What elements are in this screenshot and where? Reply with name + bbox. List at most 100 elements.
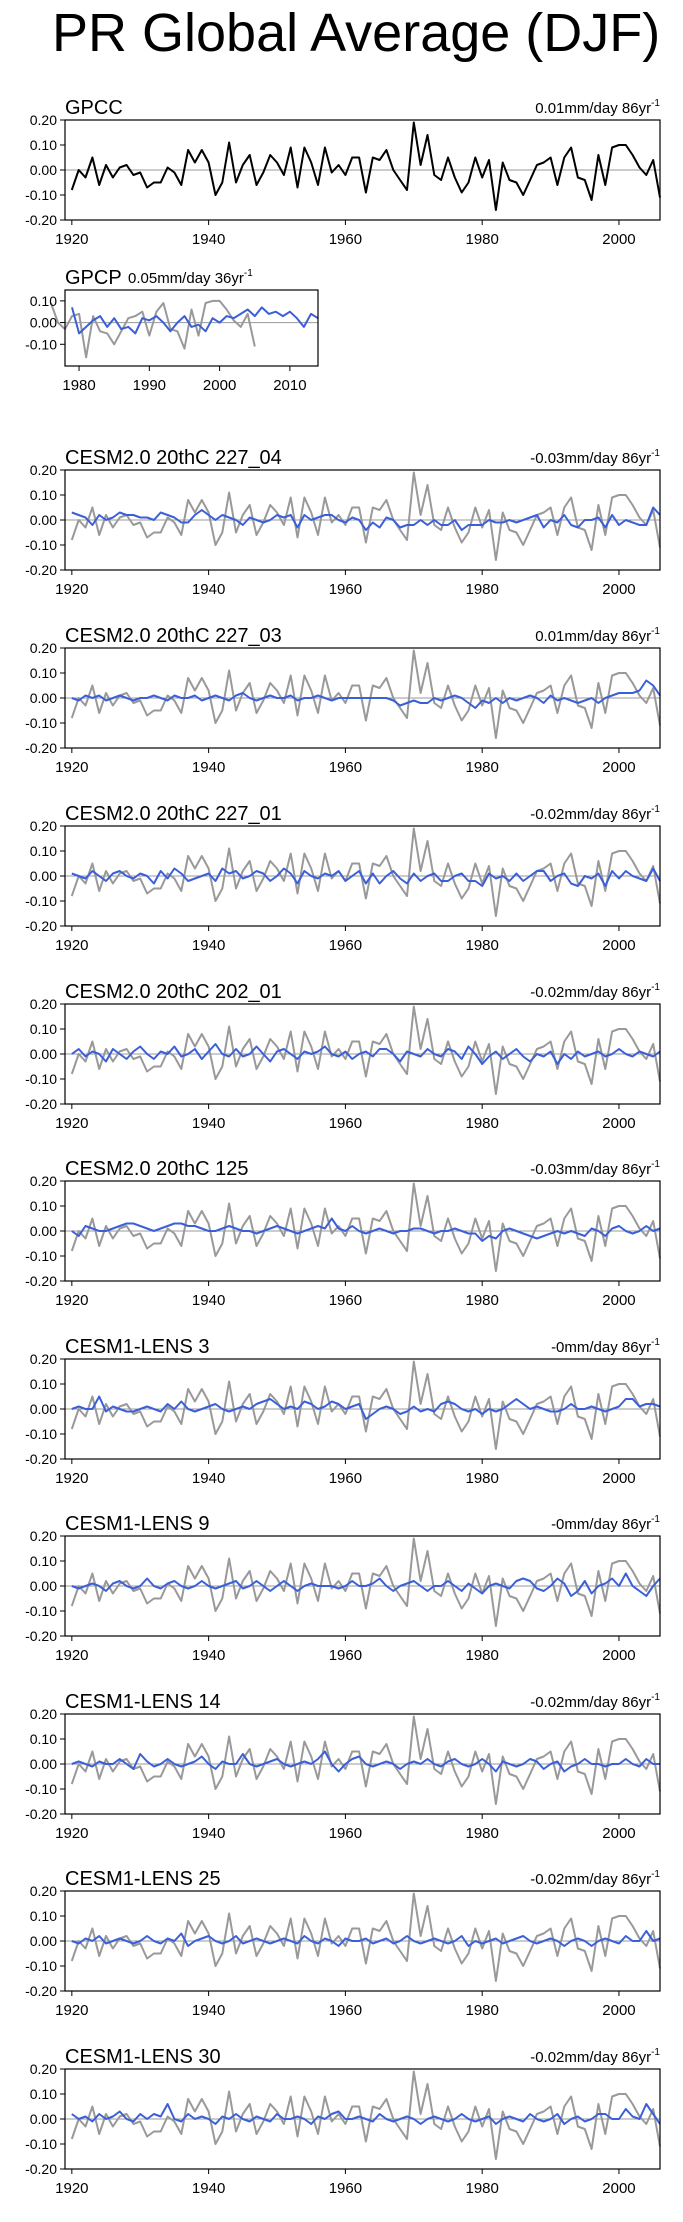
y-tick-label: 0.20 [30,2061,57,2077]
y-tick-label: -0.20 [25,1806,57,1822]
x-tick-label: 2000 [602,231,635,248]
trend-label: -0.02mm/day 86yr-1 [530,804,660,823]
y-tick-label: -0.20 [25,1628,57,1644]
series-line-cesm1-lens-3 [71,1395,661,1420]
x-tick-label: 1960 [329,759,362,776]
gpcc-reference-line [70,1892,661,1982]
x-tick-label: 1960 [329,581,362,598]
y-tick-label: 0.10 [30,1553,57,1569]
x-tick-label: 1960 [329,231,362,248]
y-tick-label: 0.00 [30,1933,57,1949]
trend-label: -0mm/day 86yr-1 [551,1337,660,1356]
chart-panel-lens-9: CESM1-LENS 9 -0mm/day 86yr-1 -0.20 -0.10 0.0… [25,1513,661,1664]
trend-label-exponent: -1 [651,1692,660,1703]
trend-label: -0mm/day 86yr-1 [551,1514,660,1533]
y-tick-label: 0.20 [30,1528,57,1544]
y-tick-label: 0.00 [30,1578,57,1594]
x-tick-label: 1980 [465,581,498,598]
y-tick-label: 0.00 [30,512,57,528]
y-tick-label: 0.20 [30,1173,57,1189]
y-tick-label: -0.10 [25,893,57,909]
x-tick-label: 1980 [465,1825,498,1842]
x-tick-label: 1980 [465,759,498,776]
series-line-cesm1-lens-25 [71,1930,661,1947]
x-tick-label: 1920 [55,581,88,598]
y-tick-label: -0.10 [25,1426,57,1442]
y-tick-label: 0.00 [30,1223,57,1239]
x-tick-label: 1940 [192,1292,225,1309]
y-tick-label: -0.10 [25,336,57,352]
y-tick-label: -0.20 [25,2161,57,2177]
series-line-cesm1-lens-30 [71,2103,661,2125]
y-tick-label: 0.10 [30,1908,57,1924]
trend-label: -0.02mm/day 86yr-1 [530,1869,660,1888]
trend-label: 0.01mm/day 86yr-1 [535,626,660,645]
chart-title: CESM1-LENS 30 [65,2046,221,2068]
trend-label: 0.01mm/day 86yr-1 [535,98,660,117]
chart-title: GPCC [65,97,123,119]
series-line-cesm2-0-20thc-227-03 [71,679,661,709]
trend-label-exponent: -1 [651,804,660,815]
x-tick-label: 1960 [329,1647,362,1664]
y-tick-label: 0.20 [30,996,57,1012]
y-tick-label: -0.20 [25,562,57,578]
trend-label-exponent: -1 [651,448,660,459]
y-tick-label: -0.10 [25,187,57,203]
y-tick-label: -0.10 [25,1071,57,1087]
x-tick-label: 1940 [192,937,225,954]
x-tick-label: 1940 [192,1470,225,1487]
series-line-cesm2-0-20thc-227-04 [71,506,661,531]
chart-panel-gpcc: GPCC 0.01mm/day 86yr-1 -0.20 -0.10 0.00 0.10 0… [25,97,661,248]
y-tick-label: 0.00 [30,1046,57,1062]
x-tick-label: 2000 [602,937,635,954]
x-tick-label: 1960 [329,2180,362,2197]
x-tick-label: 2010 [273,377,306,394]
gpcc-reference-line [70,1537,661,1627]
x-tick-label: 1920 [55,759,88,776]
x-tick-label: 1980 [465,937,498,954]
y-tick-label: -0.20 [25,212,57,228]
x-tick-label: 1980 [465,1292,498,1309]
y-tick-label: -0.10 [25,537,57,553]
x-tick-label: 2000 [602,1470,635,1487]
y-tick-label: 0.10 [30,1376,57,1392]
gpcc-reference-line [70,1360,661,1450]
y-tick-label: 0.20 [30,1706,57,1722]
series-line-cesm2-0-20thc-227-01 [71,867,661,887]
x-tick-label: 1960 [329,937,362,954]
chart-title: GPCP [65,267,122,289]
trend-label-exponent: -1 [651,2047,660,2058]
x-tick-label: 1960 [329,1825,362,1842]
x-tick-label: 1960 [329,1292,362,1309]
y-tick-label: 0.00 [30,315,57,331]
y-tick-label: -0.20 [25,918,57,934]
x-tick-label: 2000 [602,1115,635,1132]
series-line-gpcc [70,121,661,211]
y-tick-label: -0.20 [25,1983,57,1999]
chart-title: CESM2.0 20thC 227_04 [65,447,282,469]
y-tick-label: -0.20 [25,740,57,756]
y-tick-label: 0.00 [30,2111,57,2127]
chart-panel-cesm2-227_01: CESM2.0 20thC 227_01 -0.02mm/day 86yr-1 -0… [25,803,661,954]
chart-panel-cesm2-227_03: CESM2.0 20thC 227_03 0.01mm/day 86yr-1 -0.… [25,625,661,776]
y-tick-label: -0.10 [25,2136,57,2152]
x-tick-label: 2000 [602,1825,635,1842]
x-tick-label: 1960 [329,2002,362,2019]
x-tick-label: 1920 [55,1647,88,1664]
x-tick-label: 1920 [55,231,88,248]
y-tick-label: -0.20 [25,1096,57,1112]
x-tick-label: 1940 [192,231,225,248]
x-tick-label: 1920 [55,1292,88,1309]
y-tick-label: 0.00 [30,1401,57,1417]
trend-label: -0.02mm/day 86yr-1 [530,1692,660,1711]
y-tick-label: 0.20 [30,462,57,478]
chart-panel-cesm2-227_04: CESM2.0 20thC 227_04 -0.03mm/day 86yr-1 -0… [25,447,661,598]
x-tick-label: 1920 [55,2180,88,2197]
x-tick-label: 1920 [55,1825,88,1842]
chart-title: CESM1-LENS 3 [65,1336,210,1358]
chart-panel-lens-25: CESM1-LENS 25 -0.02mm/day 86yr-1 -0.20 -0.1… [25,1868,661,2019]
page-title: PR Global Average (DJF) [52,3,661,63]
trend-label-exponent: -1 [651,98,660,109]
x-tick-label: 1990 [133,377,166,394]
chart-title: CESM2.0 20thC 227_01 [65,803,282,825]
